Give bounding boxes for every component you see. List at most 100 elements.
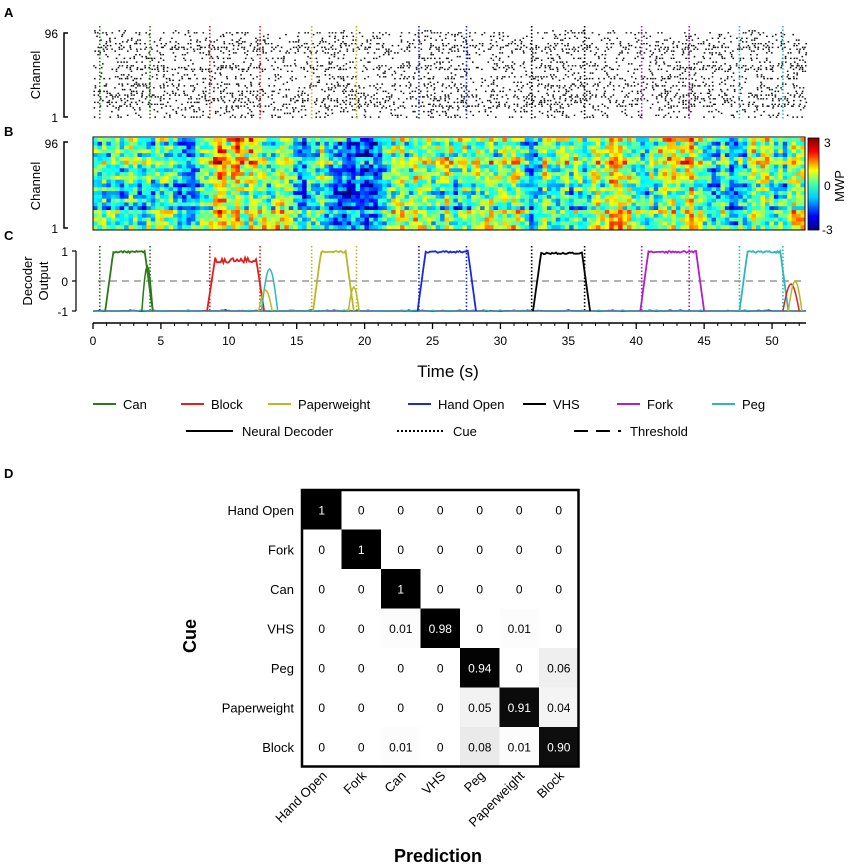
heatmap-cell xyxy=(213,210,219,215)
heatmap-cell xyxy=(707,149,713,154)
heatmap-cell xyxy=(609,168,615,173)
heatmap-cell xyxy=(266,194,272,200)
heatmap-cell xyxy=(93,191,98,196)
heatmap-cell xyxy=(520,213,526,219)
heatmap-cell xyxy=(190,187,196,192)
heatmap-cell xyxy=(190,217,196,222)
confusion-cell-value: 0.98 xyxy=(429,622,453,636)
heatmap-cell xyxy=(177,153,183,158)
heatmap-cell xyxy=(520,206,526,211)
heatmap-cell xyxy=(342,221,348,226)
confusion-col-label: Hand Open xyxy=(272,768,330,826)
heatmap-cell xyxy=(373,149,379,154)
heatmap-cell xyxy=(800,202,806,207)
heatmap-cell xyxy=(764,168,770,173)
heatmap-cell xyxy=(733,198,739,203)
heatmap-cell xyxy=(791,217,797,222)
heatmap-cell xyxy=(288,221,294,226)
confusion-cell-value: 0 xyxy=(555,503,562,517)
heatmap-cell xyxy=(720,183,726,188)
heatmap-cell xyxy=(271,153,276,158)
heatmap-cell xyxy=(137,145,143,150)
heatmap-cell xyxy=(635,217,641,222)
heatmap-cell xyxy=(653,149,659,154)
heatmap-cell xyxy=(667,153,672,158)
heatmap-cell xyxy=(239,141,245,147)
heatmap-cell xyxy=(395,198,401,203)
heatmap-cell xyxy=(284,213,290,219)
heatmap-cell xyxy=(613,198,619,203)
heatmap-cell xyxy=(333,145,339,150)
heatmap-cell xyxy=(609,225,615,230)
heatmap-cell xyxy=(484,213,490,219)
heatmap-cell xyxy=(444,206,450,211)
heatmap-cell xyxy=(791,187,797,192)
heatmap-cell xyxy=(141,175,147,181)
heatmap-cell xyxy=(360,194,365,200)
confusion-row-label: Can xyxy=(270,582,294,597)
heatmap-cell xyxy=(182,153,187,158)
heatmap-cell xyxy=(751,164,757,169)
heatmap-cell xyxy=(435,172,441,177)
heatmap-cell xyxy=(133,217,138,222)
heatmap-cell xyxy=(551,175,557,181)
heatmap-cell xyxy=(386,198,392,203)
heatmap-cell xyxy=(756,160,761,166)
heatmap-cell xyxy=(680,187,686,192)
heatmap-cell xyxy=(440,175,446,181)
heatmap-cell xyxy=(693,194,699,200)
heatmap-cell xyxy=(315,141,321,147)
heatmap-cell xyxy=(711,198,717,203)
confusion-cell-value: 0 xyxy=(437,661,444,675)
heatmap-cell xyxy=(689,221,695,226)
heatmap-cell xyxy=(720,194,726,200)
heatmap-cell xyxy=(159,160,165,166)
heatmap-cell xyxy=(733,172,739,177)
heatmap-cell xyxy=(168,206,174,211)
heatmap-cell xyxy=(578,217,583,222)
heatmap-cell xyxy=(724,213,730,219)
heatmap-cell xyxy=(190,213,196,219)
heatmap-cell xyxy=(386,221,392,226)
heatmap-cell xyxy=(137,210,143,215)
heatmap-cell xyxy=(773,210,779,215)
heatmap-cell xyxy=(702,175,708,181)
heatmap-cell xyxy=(395,217,401,222)
decoder-ytick: 0 xyxy=(61,275,68,289)
heatmap-cell xyxy=(480,213,486,219)
heatmap-cell xyxy=(493,206,499,211)
heatmap-cell xyxy=(649,213,655,219)
confusion-cell-value: 0 xyxy=(358,503,365,517)
heatmap-cell xyxy=(404,172,410,177)
heatmap-cell xyxy=(351,202,357,207)
heatmap-cell xyxy=(564,164,570,169)
heatmap-cell xyxy=(222,191,227,196)
heatmap-cell xyxy=(573,156,579,162)
heatmap-cell xyxy=(742,202,748,207)
confusion-cell xyxy=(302,569,342,609)
heatmap-cell xyxy=(764,179,770,184)
heatmap-cell xyxy=(431,160,437,166)
heatmap-cell xyxy=(600,172,606,177)
heatmap-cell xyxy=(764,164,770,169)
heatmap-cell xyxy=(262,145,268,150)
heatmap-cell xyxy=(173,164,179,169)
heatmap-cell xyxy=(208,160,214,166)
heatmap-cell xyxy=(591,179,597,184)
heatmap-cell xyxy=(239,194,245,200)
heatmap-cell xyxy=(137,172,143,177)
heatmap-cell xyxy=(702,217,708,222)
heatmap-cell xyxy=(235,183,241,188)
heatmap-cell xyxy=(319,183,325,188)
confusion-row-label: Hand Open xyxy=(228,503,295,518)
heatmap-cell xyxy=(738,194,744,200)
heatmap-cell xyxy=(360,172,365,177)
heatmap-cell xyxy=(408,225,414,230)
heatmap-cell xyxy=(253,206,259,211)
heatmap-cell xyxy=(773,172,779,177)
heatmap-cell xyxy=(533,206,539,211)
heatmap-cell xyxy=(342,225,348,230)
heatmap-cell xyxy=(769,179,775,184)
heatmap-cell xyxy=(675,164,681,169)
heatmap-cell xyxy=(364,145,370,150)
